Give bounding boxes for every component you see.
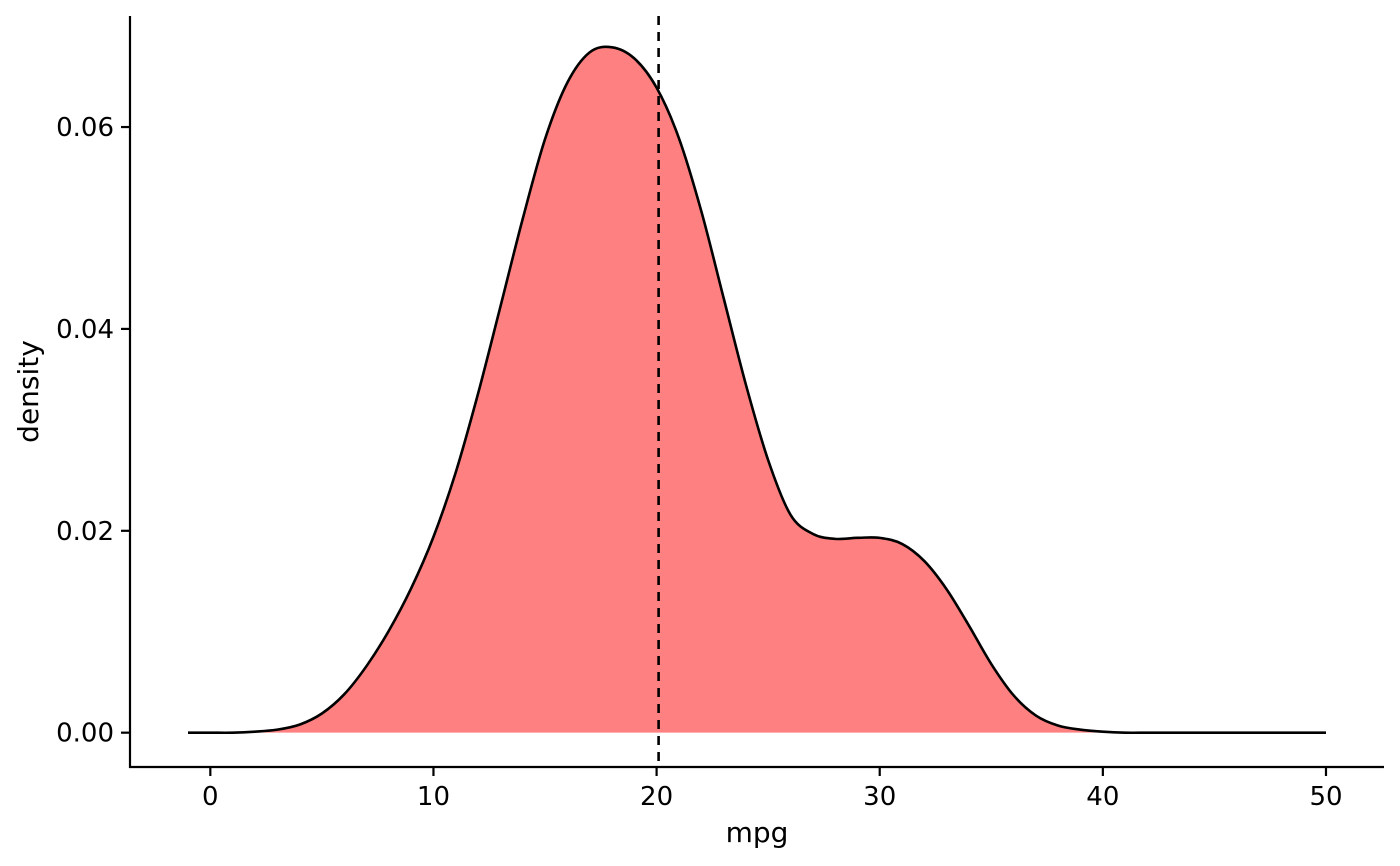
x-tick-label: 0 — [202, 782, 219, 812]
density-line — [188, 45, 1326, 735]
density-area — [188, 46, 1326, 733]
y-axis-title: density — [12, 340, 45, 443]
x-tick-label: 10 — [417, 782, 450, 812]
x-axis-title: mpg — [726, 816, 789, 849]
y-tick-label: 0.04 — [56, 315, 114, 345]
y-tick-label: 0.00 — [56, 719, 114, 749]
x-tick-label: 20 — [640, 782, 673, 812]
y-tick-label: 0.02 — [56, 517, 114, 547]
x-tick-label: 30 — [863, 782, 896, 812]
x-tick-label: 50 — [1309, 782, 1342, 812]
x-tick-label: 40 — [1086, 782, 1119, 812]
plot-area — [188, 16, 1326, 767]
axes: 0 10 20 30 40 50 0.00 0.02 0.04 0.06 — [56, 16, 1384, 812]
y-tick-label: 0.06 — [56, 113, 114, 143]
x-axis-ticks: 0 10 20 30 40 50 — [202, 767, 1343, 812]
y-axis-ticks: 0.00 0.02 0.04 0.06 — [56, 113, 130, 749]
